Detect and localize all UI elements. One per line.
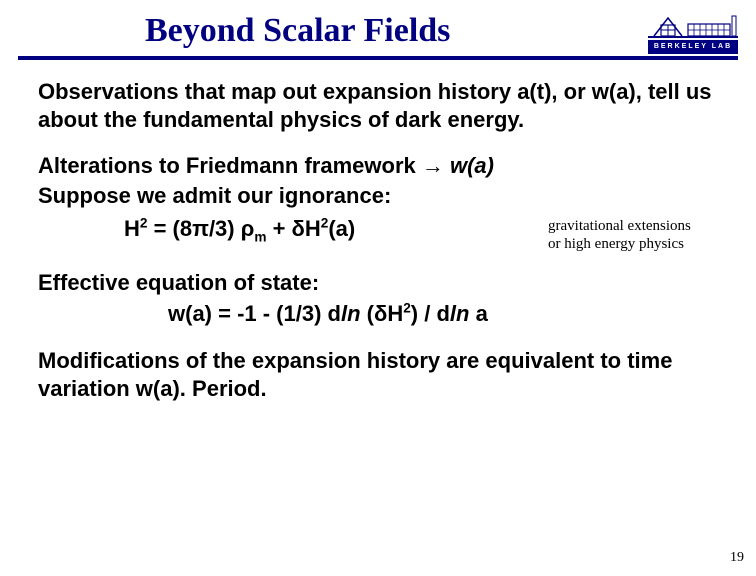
logo-building-icon	[648, 10, 738, 38]
eq1-tail: (a)	[328, 216, 355, 241]
eq2-a: w(a) = -1 - (1/3) d	[168, 301, 341, 326]
alterations-text: Alterations to Friedmann framework	[38, 153, 422, 178]
berkeley-lab-logo: BERKELEY LAB	[648, 10, 738, 58]
slide-header: Beyond Scalar Fields BERKELEY LAB	[0, 0, 756, 50]
alterations-line: Alterations to Friedmann framework → w(a…	[38, 151, 718, 181]
eq2-d: a	[469, 301, 487, 326]
logo-label: BERKELEY LAB	[648, 40, 738, 54]
side-note: gravitational extensions or high energy …	[548, 216, 718, 253]
eq2-b: (δH	[361, 301, 404, 326]
side-note-line1: gravitational extensions	[548, 218, 714, 236]
eq1-mid: = (8π/3) ρ	[147, 216, 254, 241]
effective-eos-line: Effective equation of state:	[38, 268, 718, 298]
friedmann-equation: H2 = (8π/3) ρm + δH2(a)	[38, 216, 355, 242]
eq2-c: ) / d	[411, 301, 450, 326]
w-of-a-italic: w(a)	[444, 153, 494, 178]
eq2-ln2: ln	[450, 301, 470, 326]
conclusion-paragraph: Modifications of the expansion history a…	[38, 347, 718, 402]
suppose-line: Suppose we admit our ignorance:	[38, 181, 718, 211]
equation-1-row: H2 = (8π/3) ρm + δH2(a) gravitational ex…	[38, 216, 718, 253]
slide-title: Beyond Scalar Fields	[0, 12, 756, 50]
eq2-sup: 2	[403, 301, 411, 316]
intro-paragraph: Observations that map out expansion hist…	[38, 78, 718, 133]
arrow-icon: →	[422, 153, 444, 178]
eq1-H: H	[124, 216, 140, 241]
eq1-deltaH: + δH	[266, 216, 320, 241]
eq1-sub-m: m	[254, 230, 266, 245]
side-note-line2: or high energy physics	[548, 236, 714, 254]
slide-content: Observations that map out expansion hist…	[0, 60, 756, 402]
eos-equation: w(a) = -1 - (1/3) dln (δH2) / dln a	[38, 301, 718, 327]
eq2-ln1: ln	[341, 301, 361, 326]
page-number: 19	[730, 550, 744, 566]
